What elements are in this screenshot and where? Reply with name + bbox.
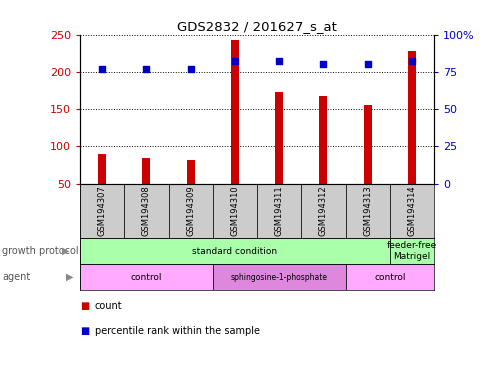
Text: feeder-free
Matrigel: feeder-free Matrigel: [386, 242, 436, 261]
Text: control: control: [130, 273, 162, 281]
Text: control: control: [373, 273, 405, 281]
Bar: [80, 238, 389, 264]
Bar: [257, 184, 301, 238]
Bar: [274, 92, 283, 221]
Bar: [345, 264, 433, 290]
Text: percentile rank within the sample: percentile rank within the sample: [94, 326, 259, 336]
Point: [186, 66, 194, 72]
Bar: [389, 184, 433, 238]
Point: [275, 58, 283, 65]
Text: ▶: ▶: [66, 272, 74, 282]
Bar: [80, 184, 124, 238]
Point: [407, 58, 415, 65]
Text: GSM194307: GSM194307: [97, 185, 106, 236]
Bar: [230, 40, 239, 221]
Text: GSM194309: GSM194309: [186, 185, 195, 236]
Text: ■: ■: [80, 326, 89, 336]
Bar: [407, 51, 415, 221]
Point: [142, 66, 150, 72]
Bar: [124, 184, 168, 238]
Text: ▶: ▶: [61, 246, 69, 256]
Text: GSM194313: GSM194313: [363, 185, 371, 236]
Text: GSM194311: GSM194311: [274, 185, 283, 236]
Bar: [345, 184, 389, 238]
Bar: [98, 154, 106, 221]
Text: count: count: [94, 301, 122, 311]
Point: [98, 66, 106, 72]
Bar: [212, 264, 345, 290]
Text: standard condition: standard condition: [192, 247, 277, 256]
Point: [363, 61, 371, 68]
Text: ■: ■: [80, 301, 89, 311]
Point: [230, 58, 238, 65]
Text: growth protocol: growth protocol: [2, 246, 79, 256]
Bar: [142, 157, 150, 221]
Text: GSM194308: GSM194308: [142, 185, 151, 236]
Bar: [301, 184, 345, 238]
Bar: [363, 105, 371, 221]
Bar: [212, 184, 257, 238]
Text: sphingosine-1-phosphate: sphingosine-1-phosphate: [230, 273, 327, 281]
Text: GSM194312: GSM194312: [318, 185, 327, 236]
Text: GSM194314: GSM194314: [407, 185, 416, 236]
Point: [319, 61, 327, 68]
Bar: [389, 238, 433, 264]
Text: agent: agent: [2, 272, 30, 282]
Bar: [186, 160, 194, 221]
Text: GSM194310: GSM194310: [230, 185, 239, 236]
Bar: [319, 96, 327, 221]
Bar: [168, 184, 212, 238]
Title: GDS2832 / 201627_s_at: GDS2832 / 201627_s_at: [177, 20, 336, 33]
Bar: [80, 264, 212, 290]
